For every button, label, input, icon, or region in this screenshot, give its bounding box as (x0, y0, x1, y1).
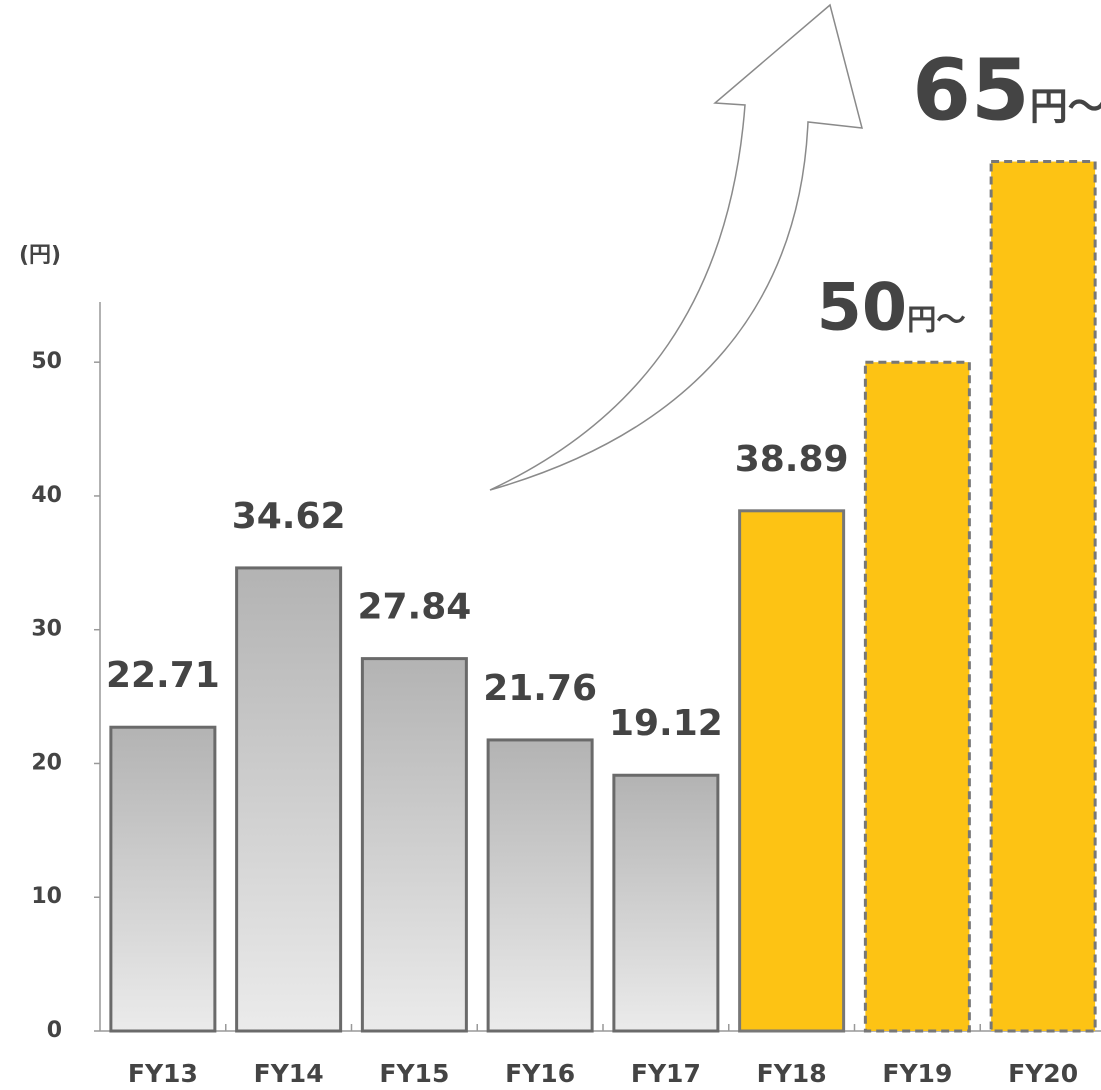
growth-arrow (489, 3, 864, 491)
y-tick-label: 20 (31, 750, 62, 775)
y-tick-label: 40 (31, 483, 62, 508)
data-label: 38.89 (735, 439, 849, 480)
y-tick-label: 0 (47, 1018, 62, 1043)
data-label: 50円～ (817, 271, 966, 346)
x-tick-label: FY18 (757, 1059, 827, 1088)
y-tick-label: 50 (31, 349, 62, 374)
x-tick-label: FY19 (882, 1059, 952, 1088)
bar (360, 657, 468, 1033)
data-label: 19.12 (609, 703, 723, 744)
data-label: 65円～ (912, 41, 1101, 139)
data-label: 21.76 (483, 668, 597, 709)
x-tick-label: FY13 (128, 1059, 198, 1088)
data-label: 22.71 (106, 655, 220, 696)
data-label: 34.62 (232, 496, 346, 537)
bar (863, 360, 971, 1033)
bar (486, 738, 594, 1033)
bar (235, 566, 343, 1033)
bar (109, 725, 217, 1033)
x-tick-label: FY20 (1008, 1059, 1078, 1088)
data-label: 27.84 (357, 587, 471, 628)
y-unit: (円) (19, 243, 61, 268)
bar (989, 160, 1097, 1033)
y-tick-label: 10 (31, 884, 62, 909)
bar (612, 773, 720, 1033)
x-tick-label: FY14 (254, 1059, 324, 1088)
x-tick-label: FY15 (379, 1059, 449, 1088)
bar (738, 509, 846, 1033)
y-tick-label: 30 (31, 617, 62, 642)
x-tick-label: FY17 (631, 1059, 701, 1088)
x-tick-label: FY16 (505, 1059, 575, 1088)
